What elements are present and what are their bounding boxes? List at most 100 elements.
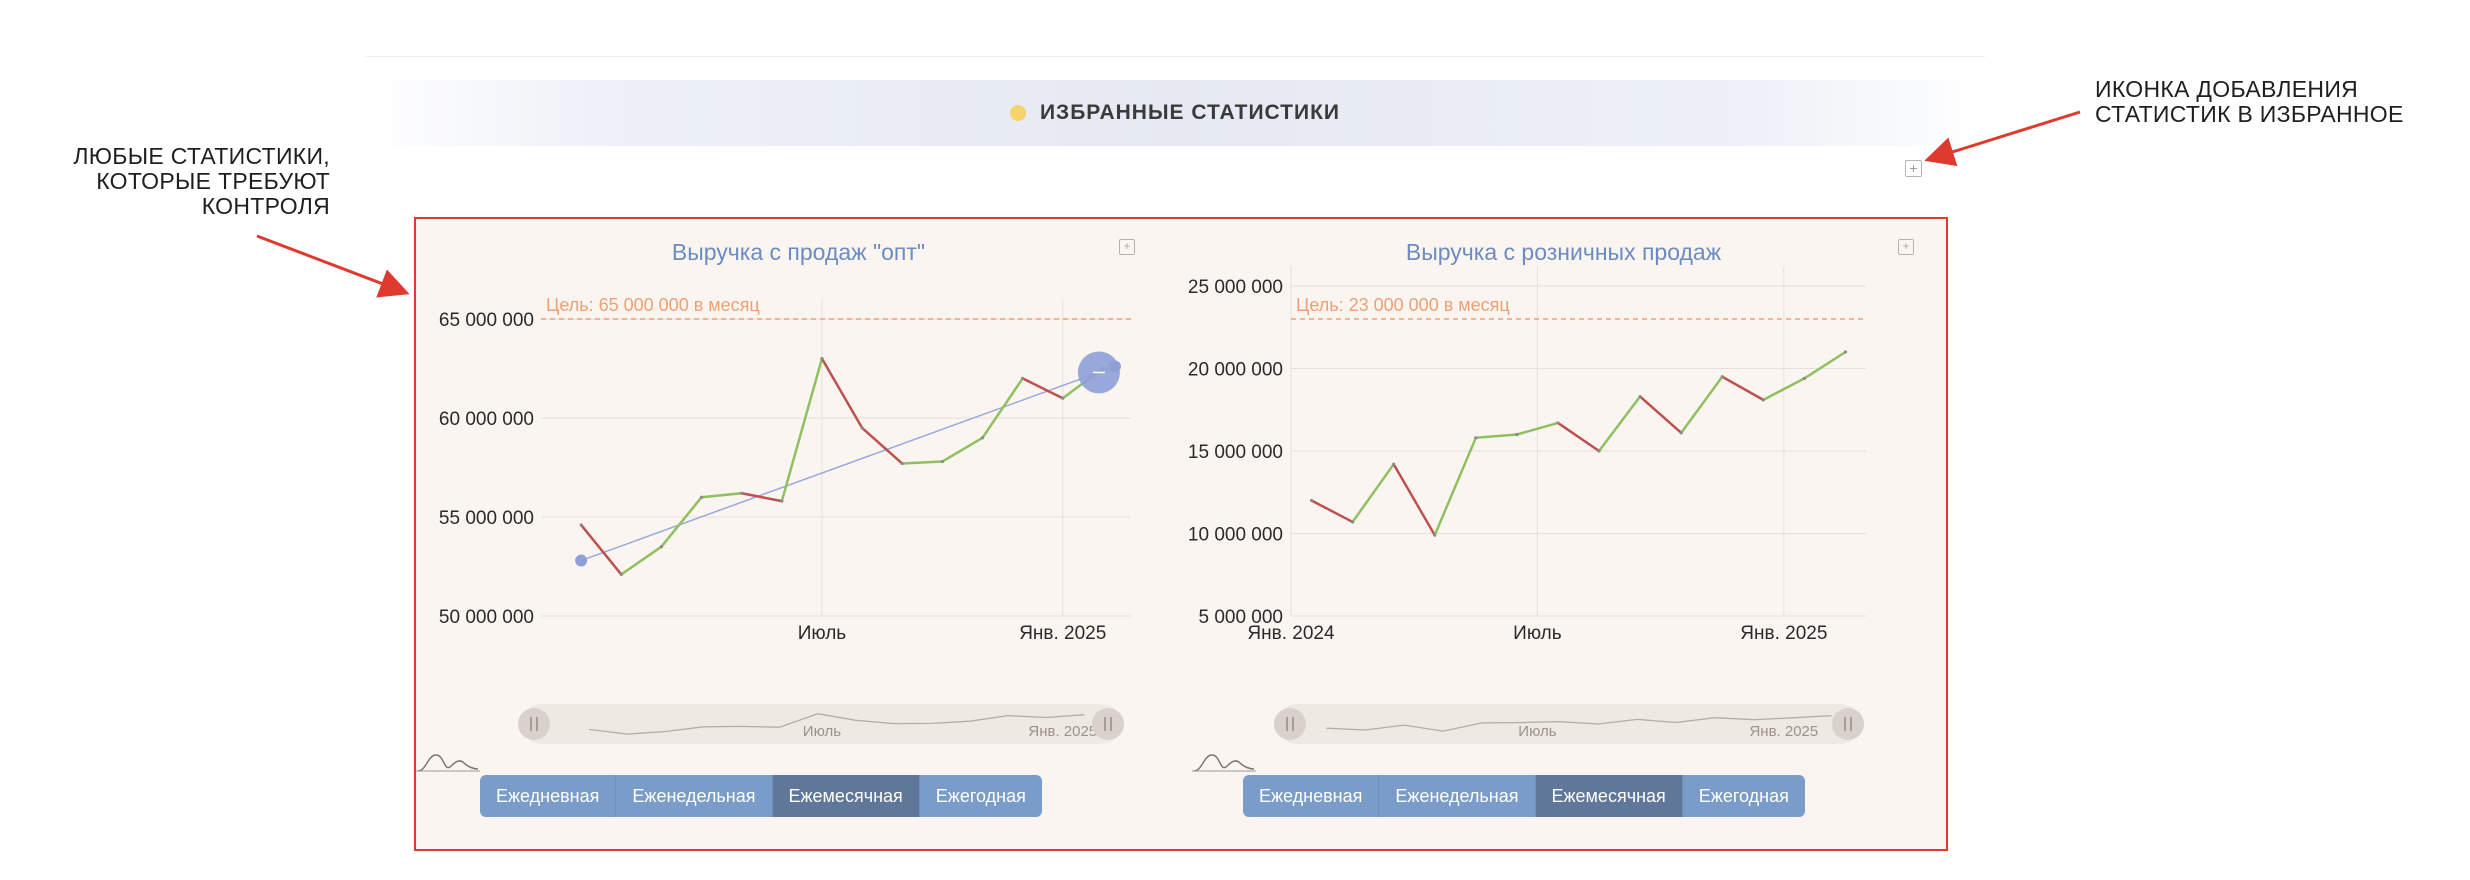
series-segment	[780, 357, 824, 503]
series-segment	[1762, 377, 1806, 402]
y-tick-label: 10 000 000	[1188, 525, 1283, 546]
series-segment	[1679, 375, 1724, 435]
series-segment	[860, 426, 904, 465]
navigator-handle-left[interactable]	[1274, 708, 1306, 740]
data-point	[1351, 520, 1355, 524]
navigator-tick-label: Июль	[803, 723, 841, 740]
x-tick-label: Янв. 2025	[1019, 623, 1106, 644]
series-segment	[579, 523, 623, 576]
favorites-title: ИЗБРАННЫЕ СТАТИСТИКИ	[1039, 101, 1341, 124]
y-tick-label: 20 000 000	[1188, 360, 1283, 381]
period-button-daily[interactable]: Ежедневная	[1243, 775, 1380, 817]
period-button-weekly[interactable]: Еженедельная	[616, 775, 773, 817]
data-point	[780, 499, 784, 503]
y-tick-label: 15 000 000	[1188, 442, 1283, 463]
series-segment	[700, 491, 743, 499]
data-point	[1021, 376, 1025, 380]
favorites-header: ИЗБРАННЫЕ СТАТИСТИКИ	[365, 80, 1985, 146]
series-segment	[900, 460, 944, 465]
y-tick-label: 5 000 000	[1198, 607, 1283, 628]
data-point	[900, 461, 904, 466]
x-tick-label: Янв. 2024	[1247, 623, 1335, 644]
navigator-track	[1277, 704, 1861, 744]
period-button-monthly[interactable]: Ежемесячная	[1535, 775, 1683, 817]
favorites-charts-frame: Выручка с продаж "опт" + 65 000 000 60 00…	[414, 217, 1948, 851]
chart-title: Выручка с розничных продаж	[1405, 239, 1722, 265]
data-point	[820, 357, 824, 361]
navigator-handle-right[interactable]	[1832, 708, 1864, 740]
series-segment	[740, 491, 784, 503]
navigator-track	[521, 704, 1121, 744]
navigator-wave-icon[interactable]	[416, 749, 480, 775]
x-tick-label: Июль	[798, 623, 847, 644]
data-point	[699, 495, 704, 499]
series-segment	[1474, 433, 1519, 440]
data-point	[740, 491, 744, 495]
data-point	[1061, 396, 1065, 400]
callout-line: СТАТИСТИК В ИЗБРАННОЕ	[2095, 101, 2404, 127]
series-segment	[620, 545, 663, 576]
period-button-yearly[interactable]: Ежегодная	[919, 775, 1042, 817]
data-point	[1679, 431, 1683, 435]
series-segment	[1721, 375, 1765, 402]
data-point	[1638, 394, 1642, 399]
navigator-wave-icon[interactable]	[1192, 749, 1256, 775]
series-segment	[1021, 377, 1065, 400]
period-selector: Ежедневная Еженедельная Ежемесячная Ежег…	[480, 775, 1042, 817]
series-segment	[1433, 436, 1478, 537]
data-point	[579, 523, 583, 527]
chart-panel-retail: Выручка с розничных продаж + 25 000 000 2…	[1181, 219, 1946, 849]
series-segment	[1515, 421, 1560, 436]
series-segment	[1803, 350, 1847, 380]
series-segment	[1597, 395, 1642, 453]
callout-line: КОТОРЫЕ ТРЕБУЮТ	[96, 168, 330, 194]
series-segment	[820, 357, 864, 430]
y-tick-label: 60 000 000	[439, 409, 534, 430]
data-point	[1515, 432, 1519, 437]
chart-panel-wholesale: Выручка с продаж "опт" + 65 000 000 60 00…	[416, 219, 1181, 849]
navigator-tick-label: Янв. 2025	[1749, 723, 1818, 740]
callout-any-statistics: ЛЮБЫЕ СТАТИСТИКИ, КОТОРЫЕ ТРЕБУЮТ КОНТРО…	[40, 144, 330, 219]
callout-line: ЛЮБЫЕ СТАТИСТИКИ,	[73, 143, 330, 169]
y-tick-label: 50 000 000	[439, 607, 534, 628]
callout-line: ИКОНКА ДОБАВЛЕНИЯ	[2095, 76, 2359, 102]
top-divider	[365, 56, 1985, 57]
data-point	[659, 545, 664, 549]
navigator-tick-label: Июль	[1518, 723, 1556, 740]
data-point	[1597, 449, 1601, 453]
chart-wholesale-revenue: 65 000 000 60 000 000 55 000 000 50 000 000…	[439, 295, 1131, 744]
add-to-favorites-icon[interactable]: +	[1119, 239, 1135, 255]
data-point	[1474, 436, 1478, 440]
data-point	[1802, 376, 1806, 380]
period-selector: Ежедневная Еженедельная Ежемесячная Ежег…	[1243, 775, 1805, 817]
period-button-yearly[interactable]: Ежегодная	[1682, 775, 1805, 817]
navigator-handle-right[interactable]	[1092, 708, 1124, 740]
arrow-left	[256, 234, 410, 298]
period-button-monthly[interactable]: Ежемесячная	[772, 775, 920, 817]
trend-start-point	[575, 554, 588, 567]
chart-title: Выручка с продаж "опт"	[671, 239, 926, 265]
favorites-dot-icon	[1009, 105, 1026, 121]
add-to-favorites-icon[interactable]: +	[1905, 160, 1922, 177]
callout-add-icon: ИКОНКА ДОБАВЛЕНИЯ СТАТИСТИК В ИЗБРАННОЕ	[2095, 77, 2455, 127]
goal-label: Цель: 65 000 000 в месяц	[546, 295, 760, 315]
data-point	[619, 572, 623, 577]
data-point	[1556, 421, 1560, 425]
add-to-favorites-icon[interactable]: +	[1898, 239, 1914, 255]
navigator-series	[1326, 714, 1832, 732]
callout-line: КОНТРОЛЯ	[201, 193, 330, 219]
data-point	[1433, 533, 1437, 537]
series-segment	[1351, 462, 1395, 524]
y-tick-label: 25 000 000	[1188, 277, 1283, 298]
series-segment	[660, 495, 703, 548]
period-button-daily[interactable]: Ежедневная	[480, 775, 617, 817]
series-segment	[981, 377, 1024, 440]
chart-retail-revenue: 25 000 000 20 000 000 15 000 000 10 000 000…	[1188, 266, 1866, 744]
trend-line	[580, 365, 1116, 562]
series-segment	[941, 436, 984, 463]
data-point	[1309, 498, 1314, 503]
navigator-handle-left[interactable]	[518, 708, 550, 740]
y-tick-label: 55 000 000	[439, 508, 534, 529]
period-button-weekly[interactable]: Еженедельная	[1379, 775, 1536, 817]
data-point	[860, 426, 864, 430]
